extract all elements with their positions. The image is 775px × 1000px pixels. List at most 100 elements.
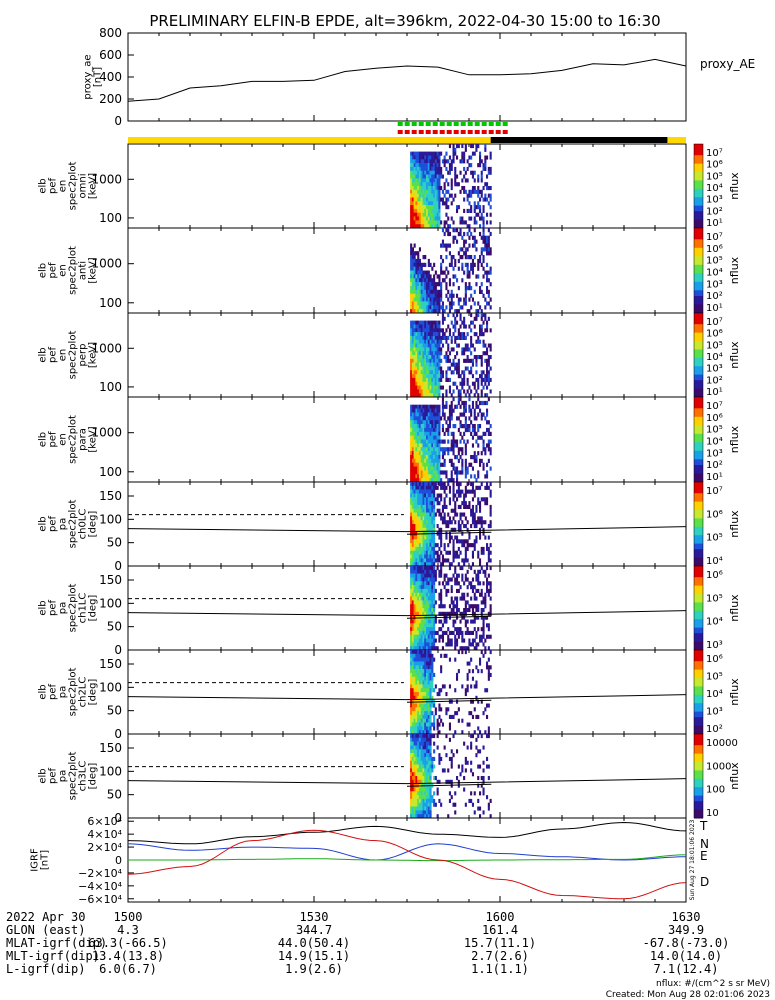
spectrogram-cell: [452, 619, 455, 624]
spectrogram-cell: [463, 377, 466, 382]
spectrogram-cell: [427, 297, 430, 302]
colorbar-step: [694, 233, 703, 237]
spectrogram-cell: [489, 266, 492, 271]
spectrogram-cell: [468, 404, 471, 409]
spectrogram-cell: [434, 224, 437, 229]
spectrogram-cell: [452, 466, 455, 471]
spectrogram-cell: [411, 489, 414, 494]
spectrogram-cell: [411, 193, 414, 198]
spectrogram-cell: [418, 393, 421, 398]
spectrogram-cell: [415, 412, 418, 417]
spectrogram-cell: [475, 596, 478, 601]
spectrogram-cell: [438, 619, 441, 624]
spectrogram-cell: [413, 745, 416, 750]
spectrogram-cell: [422, 524, 425, 529]
spectrogram-cell: [420, 389, 423, 394]
spectrogram-cell: [413, 711, 416, 716]
spectrogram-cell: [447, 297, 450, 302]
spectrogram-cell: [433, 193, 436, 198]
spectrogram-cell: [424, 420, 427, 425]
spectrogram-cell: [427, 676, 430, 681]
spectrogram-cell: [433, 439, 436, 444]
spectrogram-cell: [436, 324, 439, 329]
spectrogram-cell: [422, 355, 425, 360]
spectrogram-cell: [418, 772, 421, 777]
spectrogram-cell: [454, 335, 457, 340]
spectrogram-cell: [443, 355, 446, 360]
colorbar-step: [694, 250, 703, 254]
spectrogram-cell: [463, 615, 466, 620]
spectrogram-cell: [487, 646, 490, 651]
spectrogram-cell: [443, 159, 446, 164]
spectrogram-cell: [431, 588, 434, 593]
spectrogram-cell: [422, 558, 425, 563]
spectrogram-cell: [457, 539, 460, 544]
spectrogram-cell: [480, 370, 483, 375]
spectrogram-cell: [422, 566, 425, 571]
spectrogram-cell: [475, 313, 478, 318]
spectrogram-cell: [487, 431, 490, 436]
spectrogram-cell: [487, 524, 490, 529]
spectrogram-cell: [410, 216, 413, 221]
spectrogram-cell: [415, 623, 418, 628]
spectrogram-cell: [410, 680, 413, 685]
spectrogram-cell: [410, 802, 413, 807]
spectrogram-cell: [420, 332, 423, 337]
spectrogram-cell: [429, 527, 432, 532]
spectrogram-cell: [459, 247, 462, 252]
spectrogram-cell: [420, 347, 423, 352]
spectrogram-cell: [456, 581, 459, 586]
spectrogram-cell: [436, 646, 439, 651]
spectrogram-cell: [415, 374, 418, 379]
spectrogram-cell: [420, 435, 423, 440]
spectrogram-cell: [415, 714, 418, 719]
spectrogram-cell: [489, 566, 492, 571]
spectrogram-cell: [471, 508, 474, 513]
spectrogram-cell: [429, 208, 432, 213]
colorbar-label: 10¹: [706, 387, 723, 398]
spectrogram-cell: [429, 389, 432, 394]
spectrogram-cell: [429, 474, 432, 479]
spectrogram-cell: [411, 255, 414, 260]
spectrogram-cell: [475, 646, 478, 651]
spectrogram-cell: [418, 335, 421, 340]
spectrogram-cell: [456, 416, 459, 421]
spectrogram-cell: [463, 412, 466, 417]
colorbar-label: 10⁷: [706, 486, 723, 497]
spectrogram-cell: [482, 623, 485, 628]
spectrogram-cell: [410, 193, 413, 198]
spectrogram-cell: [424, 791, 427, 796]
spectrogram-cell: [438, 412, 441, 417]
spectrogram-cell: [441, 228, 444, 233]
spectrogram-cell: [426, 462, 429, 467]
spectrogram-cell: [459, 619, 462, 624]
spectrogram-cell: [424, 328, 427, 333]
spectrogram-cell: [438, 155, 441, 160]
spectrogram-cell: [410, 159, 413, 164]
spectrogram-cell: [420, 478, 423, 483]
spectrogram-cell: [473, 619, 476, 624]
spectrogram-cell: [429, 768, 432, 773]
spectrogram-cell: [479, 224, 482, 229]
spectrogram-cell: [438, 274, 441, 279]
spectrogram-cell: [486, 274, 489, 279]
spectrogram-cell: [415, 301, 418, 306]
spectrogram-cell: [473, 493, 476, 498]
colorbar-step: [694, 324, 703, 328]
spectrogram-cell: [426, 623, 429, 628]
spectrogram-cell: [487, 581, 490, 586]
igrf-legend-E: E: [700, 849, 708, 863]
spectrogram-cell: [429, 301, 432, 306]
spectrogram-cell: [431, 455, 434, 460]
spectrogram-cell: [420, 520, 423, 525]
spectrogram-cell: [438, 404, 441, 409]
spectrogram-cell: [424, 309, 427, 314]
y-axis-label: pef: [48, 262, 59, 279]
spectrogram-cell: [411, 351, 414, 356]
spectrogram-cell: [433, 186, 436, 191]
spectrogram-cell: [461, 470, 464, 475]
spectrogram-cell: [431, 562, 434, 567]
spectrogram-cell: [413, 718, 416, 723]
spectrogram-cell: [484, 604, 487, 609]
spectrogram-cell: [417, 573, 420, 578]
